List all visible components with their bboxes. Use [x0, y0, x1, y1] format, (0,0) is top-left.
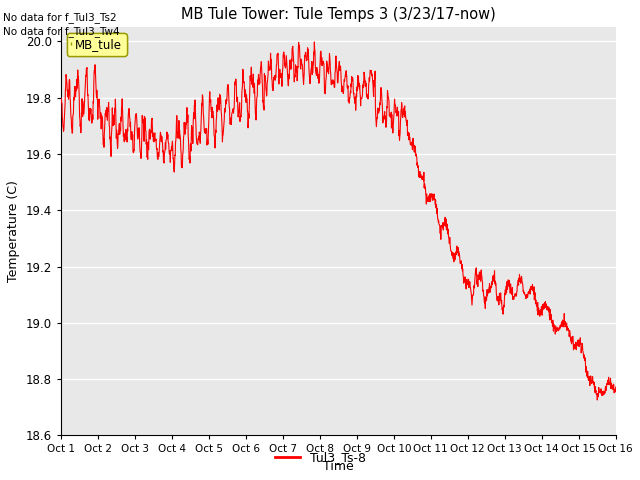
X-axis label: Time: Time [323, 460, 354, 473]
Text: No data for f_Tul3_Ts2: No data for f_Tul3_Ts2 [3, 12, 117, 23]
Legend: MB_tule: MB_tule [67, 33, 127, 56]
Y-axis label: Temperature (C): Temperature (C) [7, 180, 20, 282]
Text: No data for f_Tul3_Tw4: No data for f_Tul3_Tw4 [3, 26, 120, 37]
Legend: Tul3_Ts-8: Tul3_Ts-8 [269, 446, 371, 469]
Title: MB Tule Tower: Tule Temps 3 (3/23/17-now): MB Tule Tower: Tule Temps 3 (3/23/17-now… [181, 7, 495, 22]
